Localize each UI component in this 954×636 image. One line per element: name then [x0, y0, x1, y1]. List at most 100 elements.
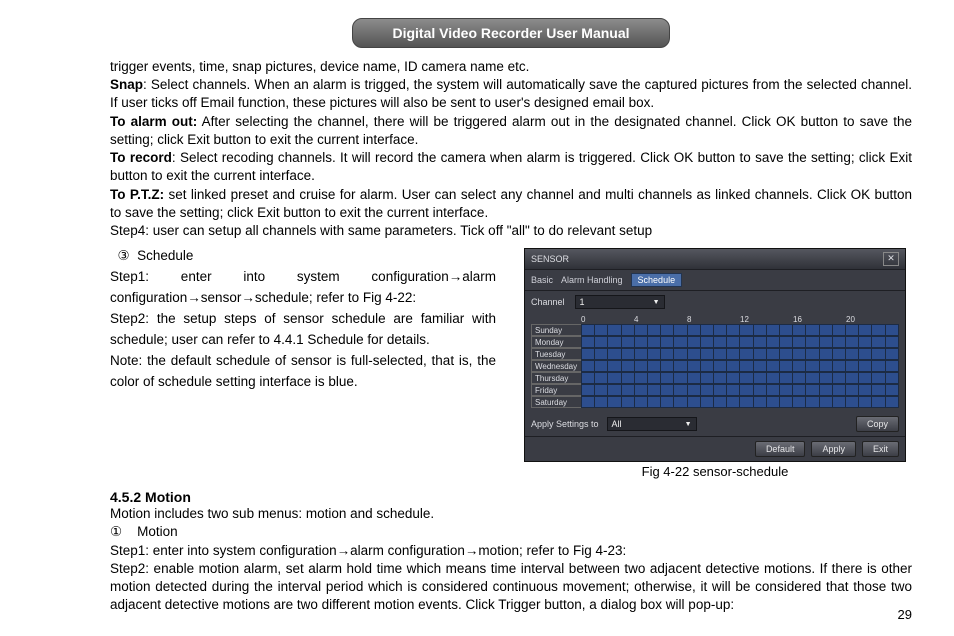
schedule-cell[interactable]: [833, 325, 846, 335]
schedule-cell[interactable]: [846, 385, 859, 395]
schedule-cell[interactable]: [661, 337, 674, 347]
schedule-cell[interactable]: [648, 385, 661, 395]
schedule-cell[interactable]: [833, 349, 846, 359]
schedule-cell[interactable]: [754, 397, 767, 407]
schedule-cell[interactable]: [635, 325, 648, 335]
schedule-cell[interactable]: [674, 397, 687, 407]
schedule-cell[interactable]: [635, 349, 648, 359]
copy-button[interactable]: Copy: [856, 416, 899, 432]
schedule-cell[interactable]: [820, 349, 833, 359]
schedule-cell[interactable]: [806, 373, 819, 383]
schedule-cell[interactable]: [688, 397, 701, 407]
schedule-cell[interactable]: [793, 361, 806, 371]
schedule-cell[interactable]: [595, 337, 608, 347]
schedule-cell[interactable]: [714, 325, 727, 335]
day-cells[interactable]: [581, 360, 899, 372]
schedule-cell[interactable]: [740, 325, 753, 335]
schedule-cell[interactable]: [608, 373, 621, 383]
schedule-cell[interactable]: [754, 337, 767, 347]
schedule-cell[interactable]: [595, 373, 608, 383]
schedule-cell[interactable]: [688, 337, 701, 347]
schedule-cell[interactable]: [740, 397, 753, 407]
schedule-cell[interactable]: [582, 325, 595, 335]
schedule-cell[interactable]: [872, 325, 885, 335]
day-cells[interactable]: [581, 384, 899, 396]
schedule-cell[interactable]: [833, 361, 846, 371]
schedule-cell[interactable]: [793, 373, 806, 383]
schedule-cell[interactable]: [754, 361, 767, 371]
schedule-cell[interactable]: [846, 349, 859, 359]
schedule-cell[interactable]: [767, 349, 780, 359]
schedule-cell[interactable]: [622, 385, 635, 395]
schedule-cell[interactable]: [674, 349, 687, 359]
schedule-cell[interactable]: [622, 325, 635, 335]
schedule-cell[interactable]: [648, 397, 661, 407]
schedule-cell[interactable]: [635, 373, 648, 383]
schedule-cell[interactable]: [727, 373, 740, 383]
schedule-cell[interactable]: [833, 397, 846, 407]
schedule-cell[interactable]: [595, 349, 608, 359]
schedule-cell[interactable]: [688, 373, 701, 383]
schedule-cell[interactable]: [872, 385, 885, 395]
schedule-cell[interactable]: [872, 349, 885, 359]
schedule-cell[interactable]: [688, 349, 701, 359]
schedule-cell[interactable]: [635, 397, 648, 407]
schedule-cell[interactable]: [767, 325, 780, 335]
schedule-cell[interactable]: [727, 361, 740, 371]
schedule-cell[interactable]: [582, 385, 595, 395]
schedule-cell[interactable]: [701, 325, 714, 335]
schedule-cell[interactable]: [688, 325, 701, 335]
schedule-cell[interactable]: [714, 373, 727, 383]
schedule-cell[interactable]: [833, 337, 846, 347]
schedule-cell[interactable]: [806, 337, 819, 347]
day-cells[interactable]: [581, 336, 899, 348]
schedule-cell[interactable]: [820, 397, 833, 407]
channel-select[interactable]: 1 ▼: [575, 295, 665, 309]
schedule-cell[interactable]: [872, 397, 885, 407]
schedule-cell[interactable]: [701, 385, 714, 395]
schedule-cell[interactable]: [846, 361, 859, 371]
schedule-cell[interactable]: [820, 373, 833, 383]
schedule-cell[interactable]: [780, 385, 793, 395]
schedule-cell[interactable]: [701, 361, 714, 371]
schedule-cell[interactable]: [648, 349, 661, 359]
schedule-cell[interactable]: [780, 373, 793, 383]
schedule-cell[interactable]: [648, 373, 661, 383]
schedule-cell[interactable]: [806, 361, 819, 371]
schedule-cell[interactable]: [872, 337, 885, 347]
schedule-cell[interactable]: [608, 397, 621, 407]
schedule-cell[interactable]: [859, 349, 872, 359]
schedule-cell[interactable]: [608, 325, 621, 335]
schedule-cell[interactable]: [740, 385, 753, 395]
schedule-cell[interactable]: [859, 385, 872, 395]
day-cells[interactable]: [581, 324, 899, 336]
schedule-cell[interactable]: [582, 349, 595, 359]
schedule-cell[interactable]: [635, 361, 648, 371]
schedule-cell[interactable]: [846, 337, 859, 347]
schedule-cell[interactable]: [674, 385, 687, 395]
schedule-cell[interactable]: [872, 361, 885, 371]
schedule-cell[interactable]: [780, 349, 793, 359]
apply-select[interactable]: All ▼: [607, 417, 697, 431]
schedule-cell[interactable]: [780, 337, 793, 347]
schedule-cell[interactable]: [767, 373, 780, 383]
schedule-cell[interactable]: [648, 337, 661, 347]
schedule-cell[interactable]: [859, 337, 872, 347]
schedule-cell[interactable]: [714, 349, 727, 359]
day-cells[interactable]: [581, 348, 899, 360]
schedule-cell[interactable]: [846, 325, 859, 335]
schedule-cell[interactable]: [701, 337, 714, 347]
schedule-cell[interactable]: [661, 361, 674, 371]
schedule-cell[interactable]: [886, 325, 898, 335]
schedule-cell[interactable]: [674, 361, 687, 371]
schedule-cell[interactable]: [661, 385, 674, 395]
schedule-cell[interactable]: [886, 373, 898, 383]
schedule-cell[interactable]: [806, 325, 819, 335]
schedule-cell[interactable]: [622, 349, 635, 359]
schedule-cell[interactable]: [595, 361, 608, 371]
schedule-cell[interactable]: [635, 385, 648, 395]
schedule-cell[interactable]: [595, 325, 608, 335]
schedule-cell[interactable]: [833, 373, 846, 383]
schedule-cell[interactable]: [727, 337, 740, 347]
schedule-cell[interactable]: [661, 325, 674, 335]
